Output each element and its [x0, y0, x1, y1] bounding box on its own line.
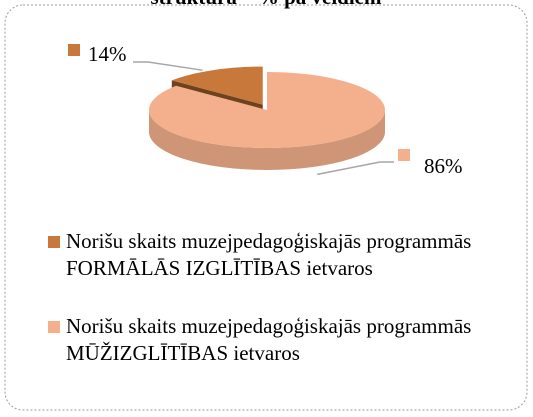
- slice-top: [148, 72, 385, 148]
- frame: [4, 4, 528, 411]
- label-marker: [68, 44, 80, 56]
- legend-swatch: [48, 321, 60, 333]
- data-label: 86%: [424, 154, 463, 178]
- legend-entry: Norišu skaits muzejpedagoģiskajās progra…: [48, 313, 518, 367]
- legend-entry: Norišu skaits muzejpedagoģiskajās progra…: [48, 228, 518, 282]
- leader-line: [133, 61, 203, 71]
- label-marker: [398, 149, 410, 161]
- leader-line: [317, 161, 394, 176]
- slice-wall: [149, 110, 385, 170]
- slice-top: [171, 66, 263, 105]
- legend-swatch: [48, 236, 60, 248]
- chart-title: struktūra – % pa veidiem: [151, 0, 383, 9]
- legend-label: Norišu skaits muzejpedagoģiskajās progra…: [66, 314, 472, 365]
- pie-slice: [148, 72, 385, 170]
- data-label: 14%: [88, 42, 127, 66]
- legend-label: Norišu skaits muzejpedagoģiskajās progra…: [66, 229, 472, 280]
